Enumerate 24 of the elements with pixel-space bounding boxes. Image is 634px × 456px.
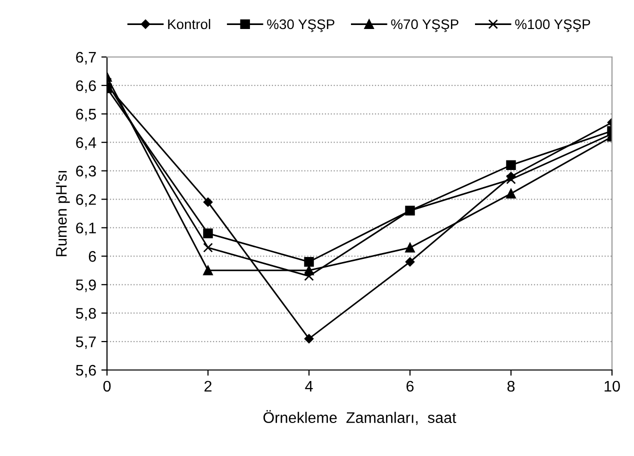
y-tick-label: 6: [88, 251, 96, 262]
x-tick-label: 10: [604, 380, 620, 392]
y-axis-title: Rumen pH'sı: [56, 171, 70, 256]
y-tick-label: 6,6: [76, 80, 96, 93]
x-axis-title: Örnekleme Zamanları, saat: [263, 410, 456, 425]
x-tick-label: 4: [305, 380, 313, 392]
x-tick-label: 6: [406, 380, 414, 392]
legend-label: %70 YŞŞP: [391, 19, 458, 32]
legend-label: Kontrol: [168, 18, 210, 30]
y-tick-label: 5,8: [76, 308, 96, 321]
y-tick-label: 5,7: [76, 336, 96, 350]
y-tick-label: 5,6: [76, 364, 96, 378]
x-tick-label: 8: [507, 380, 515, 392]
x-tick-label: 0: [103, 380, 111, 392]
y-tick-label: 6,4: [76, 137, 96, 150]
y-tick-label: 6,7: [76, 52, 96, 64]
legend-label: %100 YŞŞP: [515, 19, 590, 32]
y-tick-label: 6,2: [76, 194, 96, 207]
y-tick-label: 5,9: [76, 280, 96, 292]
y-tick-label: 6,5: [76, 108, 96, 122]
x-tick-label: 2: [204, 380, 212, 392]
y-tick-label: 6,3: [76, 166, 96, 178]
legend-label: %30 YŞŞP: [267, 19, 334, 32]
y-tick-label: 6,1: [76, 222, 96, 236]
